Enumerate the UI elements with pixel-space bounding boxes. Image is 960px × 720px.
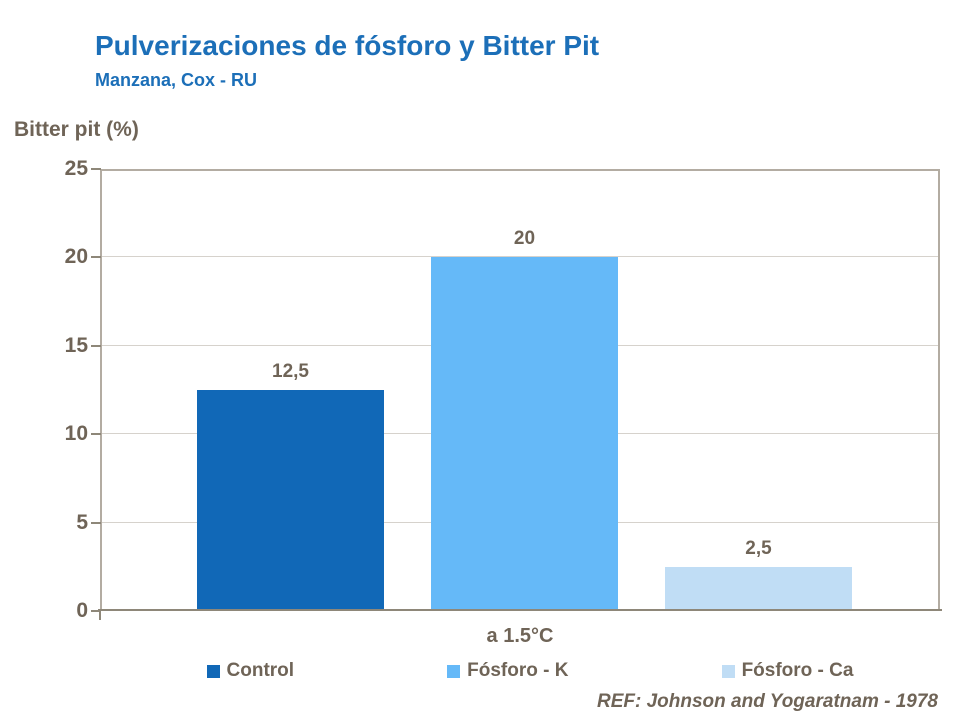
category-label: a 1.5°C (486, 625, 554, 647)
bar (431, 257, 618, 611)
legend-swatch (447, 664, 461, 678)
y-axis-tick-label: 0 (76, 599, 88, 622)
legend-swatch (721, 664, 735, 678)
bar-value-label: 20 (513, 228, 536, 250)
legend-label: Control (226, 660, 295, 681)
y-axis-labels: 0 5 10 15 20 25 (28, 157, 88, 622)
legend-item: Fósforo - K (447, 660, 568, 682)
y-axis-tick-label: 10 (64, 422, 88, 446)
legend: Control Fósforo - K Fósforo - Ca (130, 660, 930, 682)
gridline (102, 256, 938, 258)
legend-label: Fósforo - K (467, 660, 569, 681)
y-axis-tickmark (91, 344, 101, 347)
legend-item: Fósforo - Ca (721, 660, 854, 682)
plot-area: 12,5 20 2,5 (91, 168, 940, 612)
x-axis-line (98, 609, 942, 611)
y-axis-tickmark (91, 433, 101, 436)
y-axis-tickmark (91, 521, 101, 524)
bar (665, 566, 852, 611)
legend-swatch (206, 664, 220, 678)
y-axis-tickmark (91, 610, 101, 612)
y-axis-tick-label: 20 (64, 245, 88, 269)
legend-item: Control (206, 660, 295, 682)
bar-value-label: 12,5 (272, 361, 309, 382)
y-axis-tick-label: 25 (64, 157, 88, 180)
y-axis-tickmark (91, 168, 101, 170)
chart-title: Pulverizaciones de fósforo y Bitter Pit (95, 30, 600, 61)
y-axis-tick-label: 15 (64, 333, 88, 357)
y-axis-tick-label: 5 (76, 510, 88, 534)
bar-value-label: 2,5 (745, 537, 772, 559)
chart-subtitle: Manzana, Cox - RU (95, 70, 258, 90)
bar (197, 390, 384, 611)
reference-text: REF: Johnson and Yogaratnam - 1978 (596, 691, 938, 712)
y-axis-title: Bitter pit (%) (14, 118, 139, 141)
y-axis-tickmark (91, 256, 101, 259)
x-axis-tick (99, 611, 101, 620)
legend-label: Fósforo - Ca (741, 660, 854, 681)
